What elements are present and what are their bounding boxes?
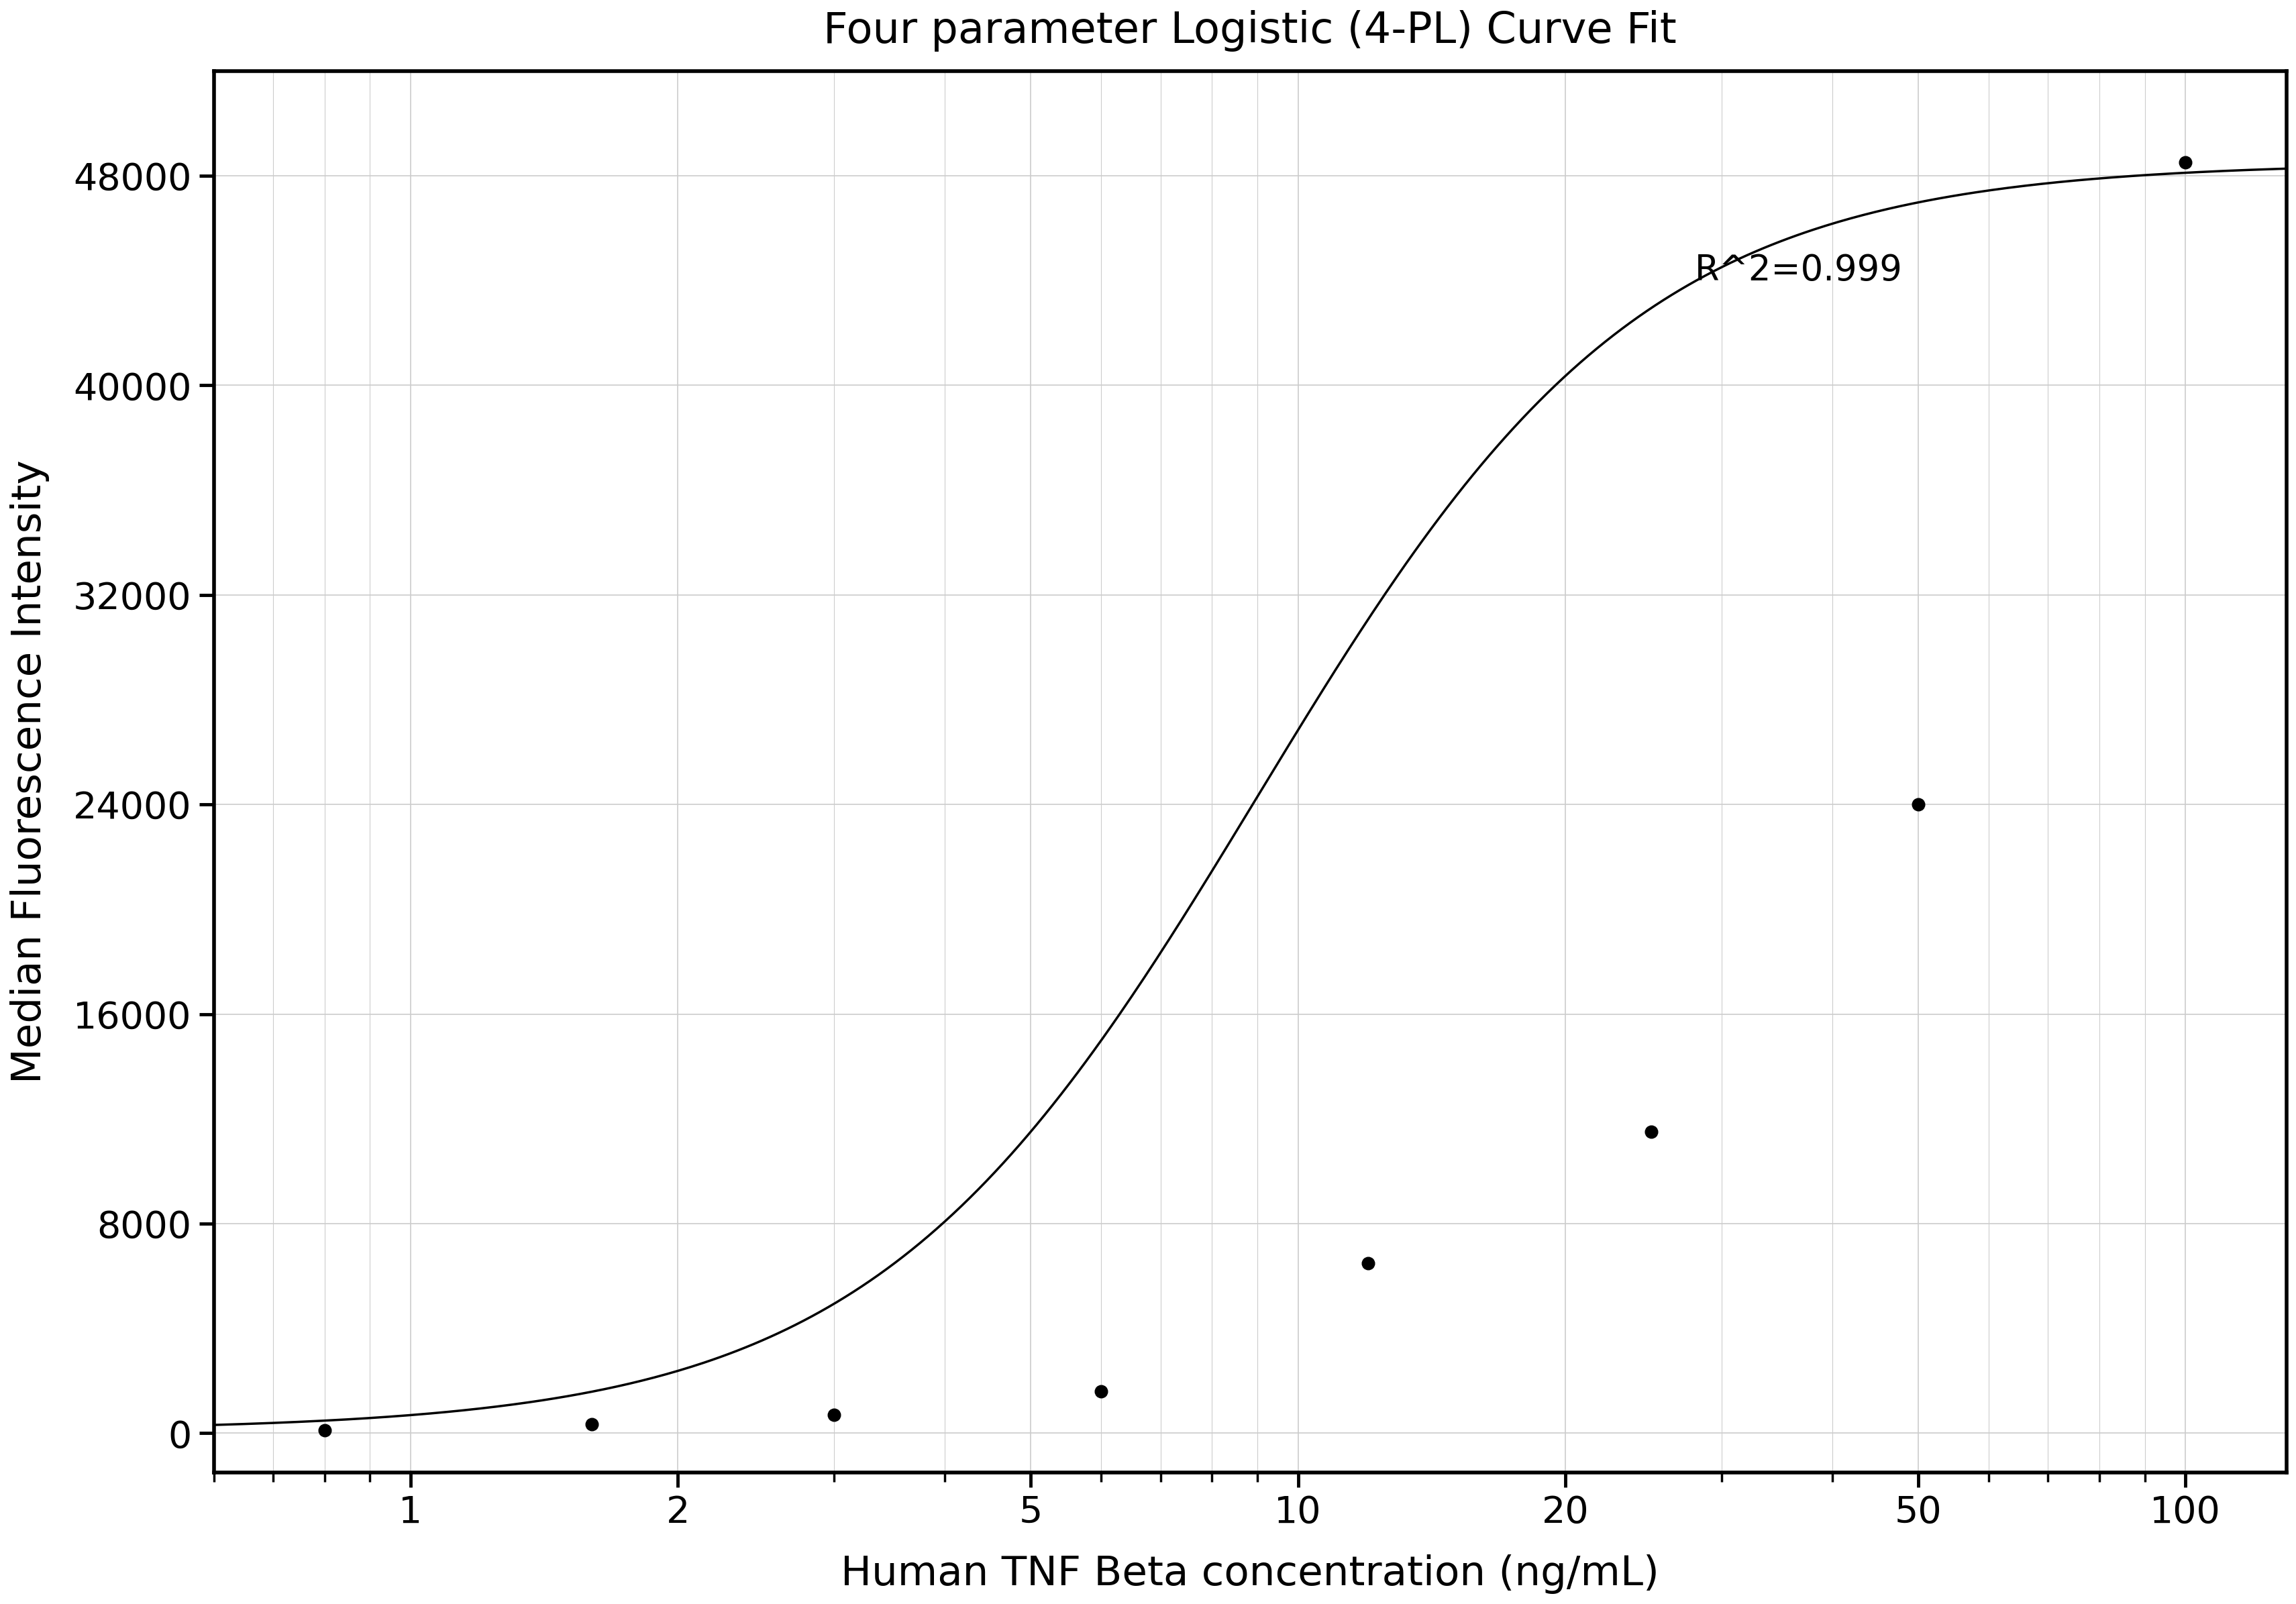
Text: R^2=0.999: R^2=0.999 — [1694, 253, 1901, 287]
X-axis label: Human TNF Beta concentration (ng/mL): Human TNF Beta concentration (ng/mL) — [840, 1554, 1660, 1594]
Title: Four parameter Logistic (4-PL) Curve Fit: Four parameter Logistic (4-PL) Curve Fit — [824, 10, 1676, 51]
Point — [1350, 1250, 1387, 1275]
Point — [305, 1418, 342, 1444]
Point — [1899, 792, 1936, 818]
Point — [1632, 1120, 1669, 1145]
Point — [574, 1412, 611, 1437]
Point — [1081, 1378, 1118, 1404]
Y-axis label: Median Fluorescence Intensity: Median Fluorescence Intensity — [9, 460, 51, 1083]
Point — [2167, 149, 2204, 175]
Point — [815, 1402, 852, 1428]
